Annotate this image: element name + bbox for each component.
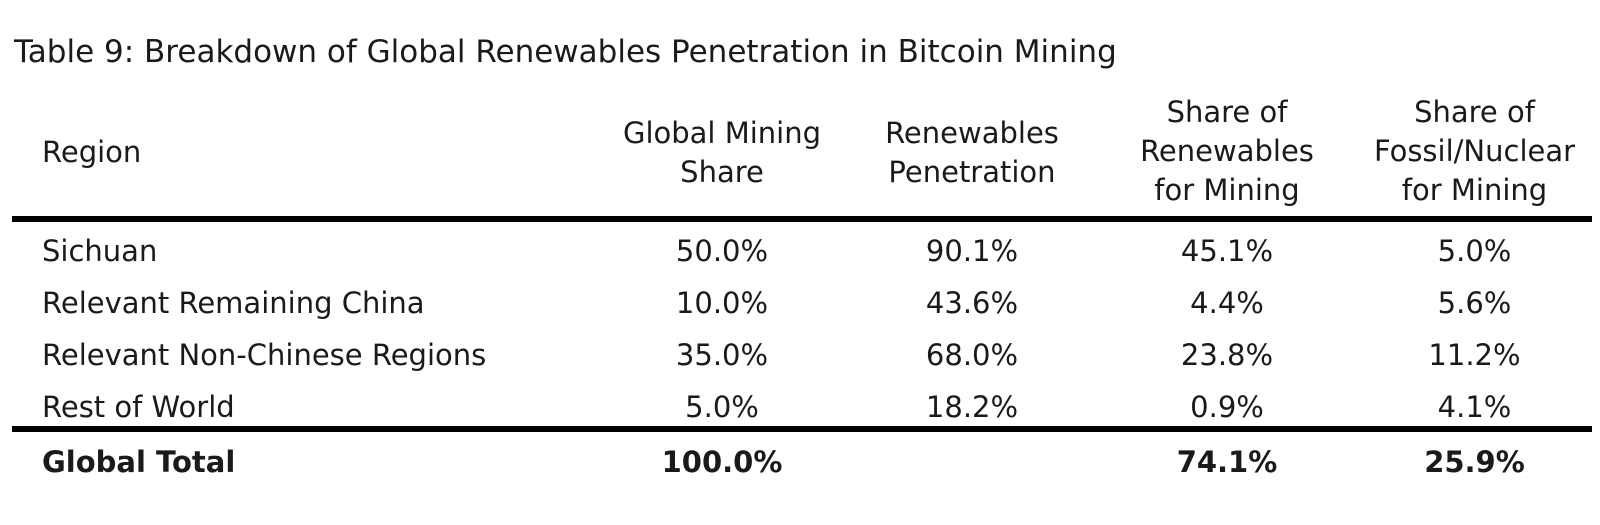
total-divider: [12, 426, 1592, 432]
header-line: Share: [680, 155, 764, 189]
cell-renewables-penetration: 68.0%: [925, 338, 1019, 372]
total-global-mining-share: 100.0%: [661, 445, 783, 479]
cell-renewables-penetration: 90.1%: [925, 234, 1019, 268]
cell-renewables-penetration: 18.2%: [925, 390, 1019, 424]
cell-share-renewables: 45.1%: [1180, 234, 1274, 268]
cell-region: Rest of World: [42, 390, 235, 424]
header-line: Share of: [1166, 95, 1288, 129]
table-title: Table 9: Breakdown of Global Renewables …: [14, 34, 1117, 70]
header-line: Fossil/Nuclear: [1373, 134, 1576, 168]
cell-global-mining-share: 10.0%: [675, 286, 769, 320]
total-share-fossil: 25.9%: [1424, 445, 1525, 479]
header-share-renewables: Share of Renewables for Mining: [1112, 93, 1342, 210]
header-line: Share of: [1414, 95, 1535, 129]
header-line: Global Mining: [622, 116, 822, 150]
header-line: Renewables: [1140, 134, 1314, 168]
cell-share-renewables: 23.8%: [1180, 338, 1274, 372]
table-row: Relevant Non-Chinese Regions 35.0% 68.0%…: [12, 330, 1592, 382]
renewables-table: Region Global Mining Share Renewables Pe…: [12, 93, 1592, 479]
cell-global-mining-share: 35.0%: [675, 338, 769, 372]
cell-renewables-penetration: 43.6%: [925, 286, 1019, 320]
cell-share-renewables: 0.9%: [1190, 390, 1264, 424]
table-row: Relevant Remaining China 10.0% 43.6% 4.4…: [12, 278, 1592, 330]
table-body: Sichuan 50.0% 90.1% 45.1% 5.0% Relevant …: [12, 226, 1592, 434]
total-share-renewables: 74.1%: [1176, 445, 1278, 479]
header-renewables-penetration: Renewables Penetration: [872, 114, 1072, 192]
header-line: for Mining: [1401, 173, 1548, 207]
cell-share-renewables: 4.4%: [1190, 286, 1264, 320]
header-line: for Mining: [1154, 173, 1300, 207]
total-region: Global Total: [42, 445, 236, 479]
header-line: Renewables: [885, 116, 1059, 150]
cell-share-fossil: 4.1%: [1437, 390, 1512, 424]
table-header: Region Global Mining Share Renewables Pe…: [12, 93, 1592, 216]
header-divider: [12, 216, 1592, 222]
total-row: Global Total 100.0% 74.1% 25.9%: [12, 432, 1592, 492]
table-row: Sichuan 50.0% 90.1% 45.1% 5.0%: [12, 226, 1592, 278]
cell-global-mining-share: 50.0%: [675, 234, 769, 268]
header-share-fossil: Share of Fossil/Nuclear for Mining: [1352, 93, 1597, 210]
cell-region: Relevant Non-Chinese Regions: [42, 338, 487, 372]
header-region: Region: [42, 133, 141, 172]
cell-share-fossil: 5.6%: [1437, 286, 1512, 320]
table-row: Rest of World 5.0% 18.2% 0.9% 4.1%: [12, 382, 1592, 434]
cell-region: Sichuan: [42, 234, 158, 268]
header-global-mining-share: Global Mining Share: [612, 114, 832, 192]
cell-share-fossil: 5.0%: [1437, 234, 1512, 268]
cell-global-mining-share: 5.0%: [685, 390, 759, 424]
cell-share-fossil: 11.2%: [1428, 338, 1521, 372]
header-line: Penetration: [888, 155, 1056, 189]
cell-region: Relevant Remaining China: [42, 286, 425, 320]
header-region-label: Region: [42, 135, 142, 169]
